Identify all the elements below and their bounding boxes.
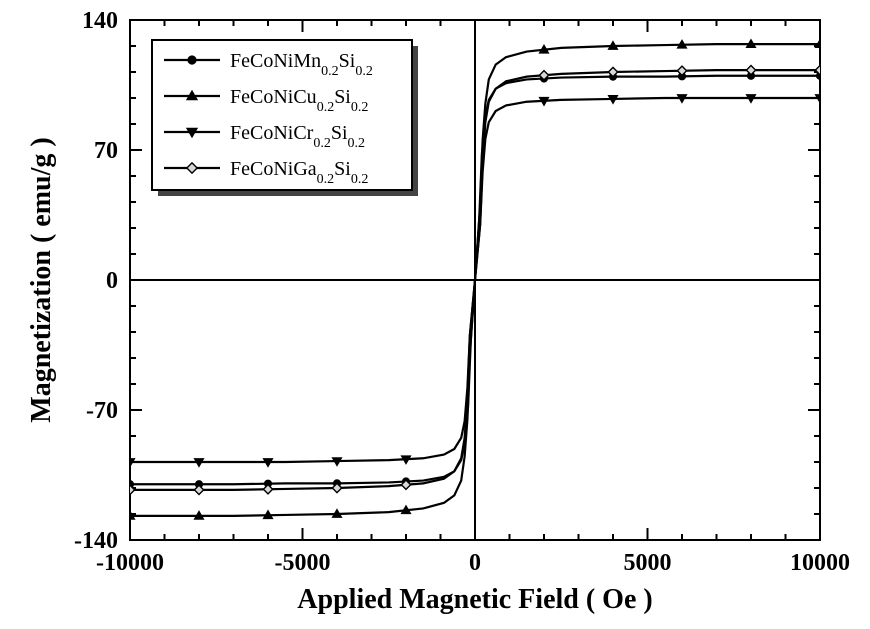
x-tick-label: -5000 [275,550,331,576]
y-axis-title: Magnetization ( emu/g ) [26,137,57,422]
x-axis-title: Applied Magnetic Field ( Oe ) [297,584,652,615]
magnetization-chart: -10000-50000500010000-140-70070140Applie… [0,0,870,629]
y-tick-label: 140 [82,8,118,34]
y-tick-label: -70 [86,398,118,424]
x-tick-label: 10000 [790,550,850,576]
y-tick-label: 0 [106,268,118,294]
y-tick-label: -140 [74,528,118,554]
x-tick-label: 0 [469,550,481,576]
x-tick-label: 5000 [624,550,672,576]
y-tick-label: 70 [94,138,118,164]
